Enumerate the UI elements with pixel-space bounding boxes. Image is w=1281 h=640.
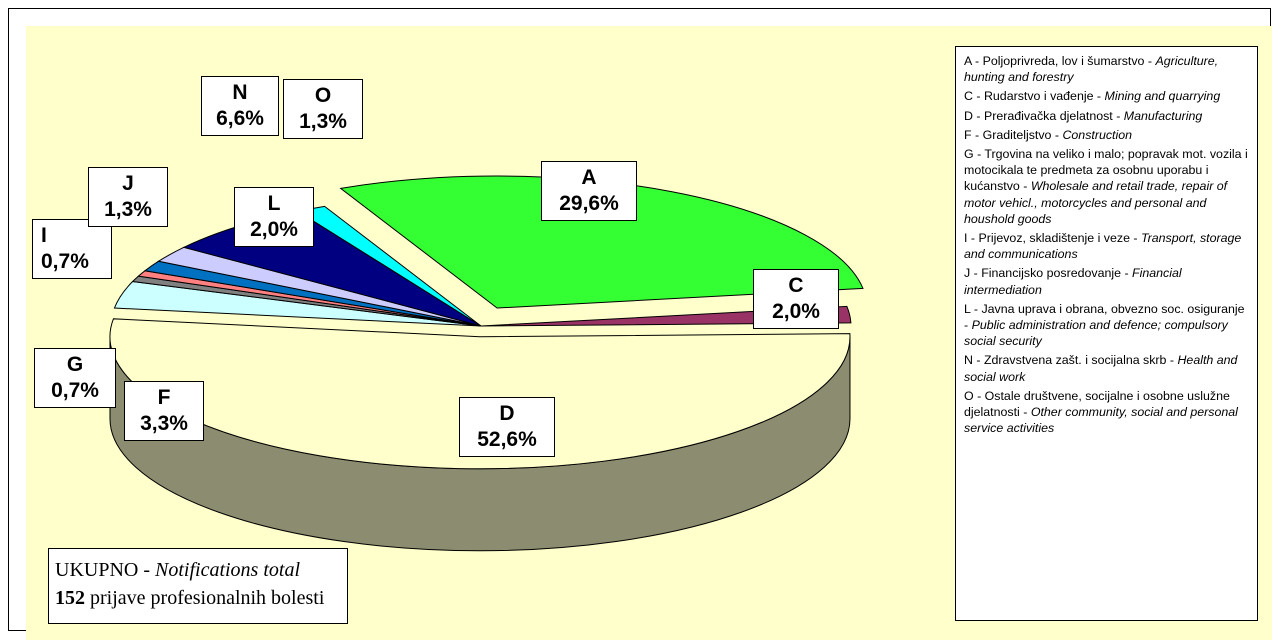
legend-item-d-en: Manufacturing [1123,108,1203,123]
legend-item-n: N - Zdravstvena zašt. i socijalna skrb -… [964,352,1251,384]
label-slice-i-key: I [41,224,47,247]
label-slice-j-key: J [122,172,134,195]
legend-item-n-hr: N - Zdravstvena zašt. i socijalna skrb - [964,353,1175,368]
legend-item-i: I - Prijevoz, skladištenje i veze - Tran… [964,230,1251,262]
label-slice-a: A 29,6% [541,161,637,221]
legend-item-l-en: Public administration and defence; compu… [964,318,1228,349]
total-label-hr: UKUPNO - [55,559,150,581]
legend-item-f-en: Construction [1062,127,1133,142]
total-count: 152 [55,587,85,609]
label-slice-l-key: L [267,192,281,215]
legend-item-c-en: Mining and quarrying [1104,89,1221,104]
legend-item-i-en: Transport, storage and communications [964,231,1242,262]
legend-item-a-en: Agriculture, hunting and forestry [964,54,1219,85]
legend-item-d-hr: D - Prerađivačka djelatnost - [964,108,1121,123]
label-slice-f-key: F [157,386,171,409]
legend-item-c-hr: C - Rudarstvo i vađenje - [964,89,1102,104]
total-label-en: Notifications total [155,559,301,581]
label-slice-c: C 2,0% [753,269,839,329]
label-slice-o: O 1,3% [283,79,363,139]
label-slice-n-value: 6,6% [216,107,264,130]
legend-item-g: G - Trgovina na veliko i malo; popravak … [964,146,1251,227]
label-slice-g: G 0,7% [34,348,116,408]
legend-item-o-hr: O - Ostale društvene, socijalne i osobne… [964,388,1230,420]
legend-item-d: D - Prerađivačka djelatnost - Manufactur… [964,108,1251,124]
label-slice-d-key: D [499,402,515,425]
label-slice-g-value: 0,7% [51,379,99,402]
label-slice-l-value: 2,0% [250,218,298,241]
legend-item-j-hr: J - Financijsko posredovanje - [964,266,1129,281]
plot-area: A 29,6% C 2,0% D 52,6% F 3,3% G 0,7% I 0… [26,26,1272,640]
legend-item-i-hr: I - Prijevoz, skladištenje i veze - [964,231,1138,246]
label-slice-i: I 0,7% [32,219,112,279]
label-slice-i-value: 0,7% [41,250,89,273]
legend-item-l-hr: L - Javna uprava i obrana, obvezno soc. … [964,301,1245,333]
label-slice-a-key: A [581,166,597,189]
legend-item-o-en: Other community, social and personal ser… [964,405,1238,436]
legend-item-j-en: Financial intermediation [964,266,1182,297]
legend-item-a: A - Poljoprivreda, lov i šumarstvo - Agr… [964,53,1251,85]
label-slice-f: F 3,3% [124,381,204,441]
legend-item-o: O - Ostale društvene, socijalne i osobne… [964,388,1251,437]
label-slice-o-key: O [314,84,332,107]
label-slice-c-key: C [788,274,804,297]
label-slice-j-value: 1,3% [104,198,152,221]
total-line-1: UKUPNO - Notifications total [55,556,341,584]
label-slice-c-value: 2,0% [772,300,820,323]
label-slice-n: N 6,6% [201,76,279,136]
label-slice-d: D 52,6% [459,397,555,457]
total-count-text: prijave profesionalnih bolesti [90,587,325,609]
legend-item-f: F - Graditeljstvo - Construction [964,127,1251,143]
label-slice-f-value: 3,3% [140,412,188,435]
chart-frame: A 29,6% C 2,0% D 52,6% F 3,3% G 0,7% I 0… [8,8,1272,640]
slice-a [339,175,864,309]
label-slice-l: L 2,0% [234,187,314,247]
legend-item-a-hr: A - Poljoprivreda, lov i šumarstvo - [964,54,1152,68]
legend-item-j: J - Financijsko posredovanje - Financial… [964,265,1251,297]
legend-item-f-hr: F - Graditeljstvo - [964,127,1060,142]
legend-item-g-en: Wholesale and retail trade, repair of mo… [964,179,1228,226]
legend-item-c: C - Rudarstvo i vađenje - Mining and qua… [964,88,1251,104]
legend-item-l: L - Javna uprava i obrana, obvezno soc. … [964,301,1251,350]
total-box: UKUPNO - Notifications total 152 prijave… [48,548,348,624]
legend-item-g-hr: G - Trgovina na veliko i malo; popravak … [964,147,1248,194]
label-slice-a-value: 29,6% [559,192,619,215]
label-slice-g-key: G [66,353,84,376]
label-slice-n-key: N [232,81,248,104]
label-slice-d-value: 52,6% [477,428,537,451]
legend-item-n-en: Health and social work [964,353,1238,384]
label-slice-o-value: 1,3% [299,110,347,133]
label-slice-j: J 1,3% [88,167,168,227]
legend: A - Poljoprivreda, lov i šumarstvo - Agr… [955,46,1258,621]
total-line-2: 152 prijave profesionalnih bolesti [55,584,341,612]
